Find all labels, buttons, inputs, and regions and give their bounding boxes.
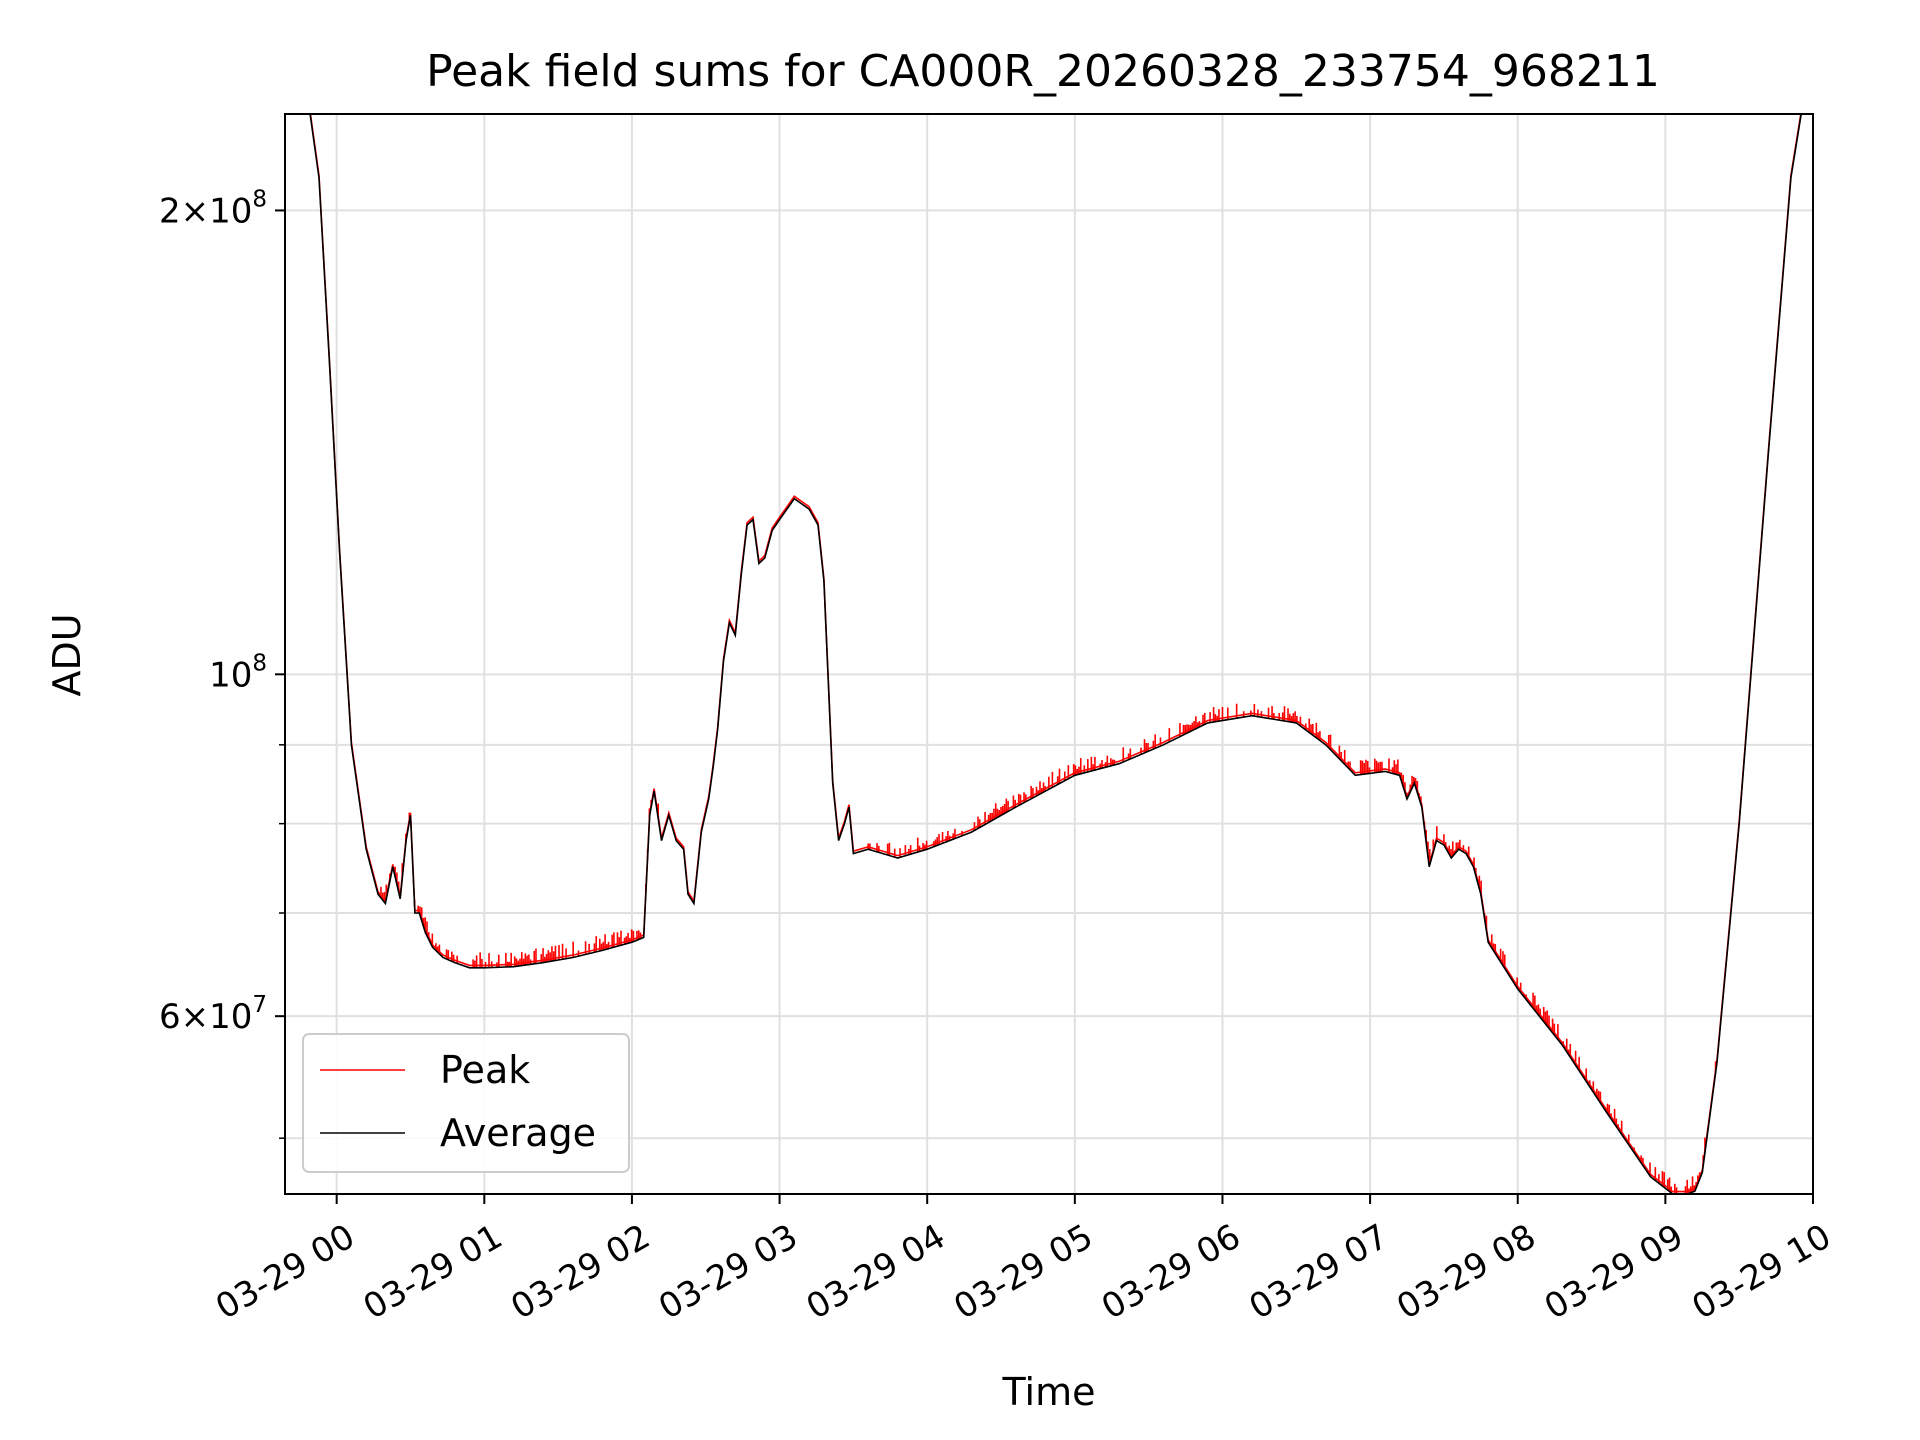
legend: Peak Average — [302, 1033, 630, 1173]
y-tick-label: 6×107 — [159, 992, 267, 1037]
plot-frame — [284, 113, 1814, 1195]
y-axis-ticks: 2×108 108 6×107 — [159, 186, 285, 1139]
y-tick-label: 2×108 — [159, 186, 267, 231]
legend-average-label: Average — [440, 1111, 596, 1155]
chart-title: Peak field sums for CA000R_20260328_2337… — [426, 46, 1660, 97]
peak-series-line — [309, 114, 1802, 1193]
legend-peak-label: Peak — [440, 1048, 530, 1092]
plot-lines — [285, 114, 1813, 1194]
legend-box — [302, 1033, 630, 1173]
y-axis-label: ADU — [45, 613, 89, 696]
y-tick-label: 108 — [209, 650, 267, 695]
x-axis-label: Time — [1002, 1370, 1096, 1414]
average-series-line — [285, 114, 1813, 1194]
